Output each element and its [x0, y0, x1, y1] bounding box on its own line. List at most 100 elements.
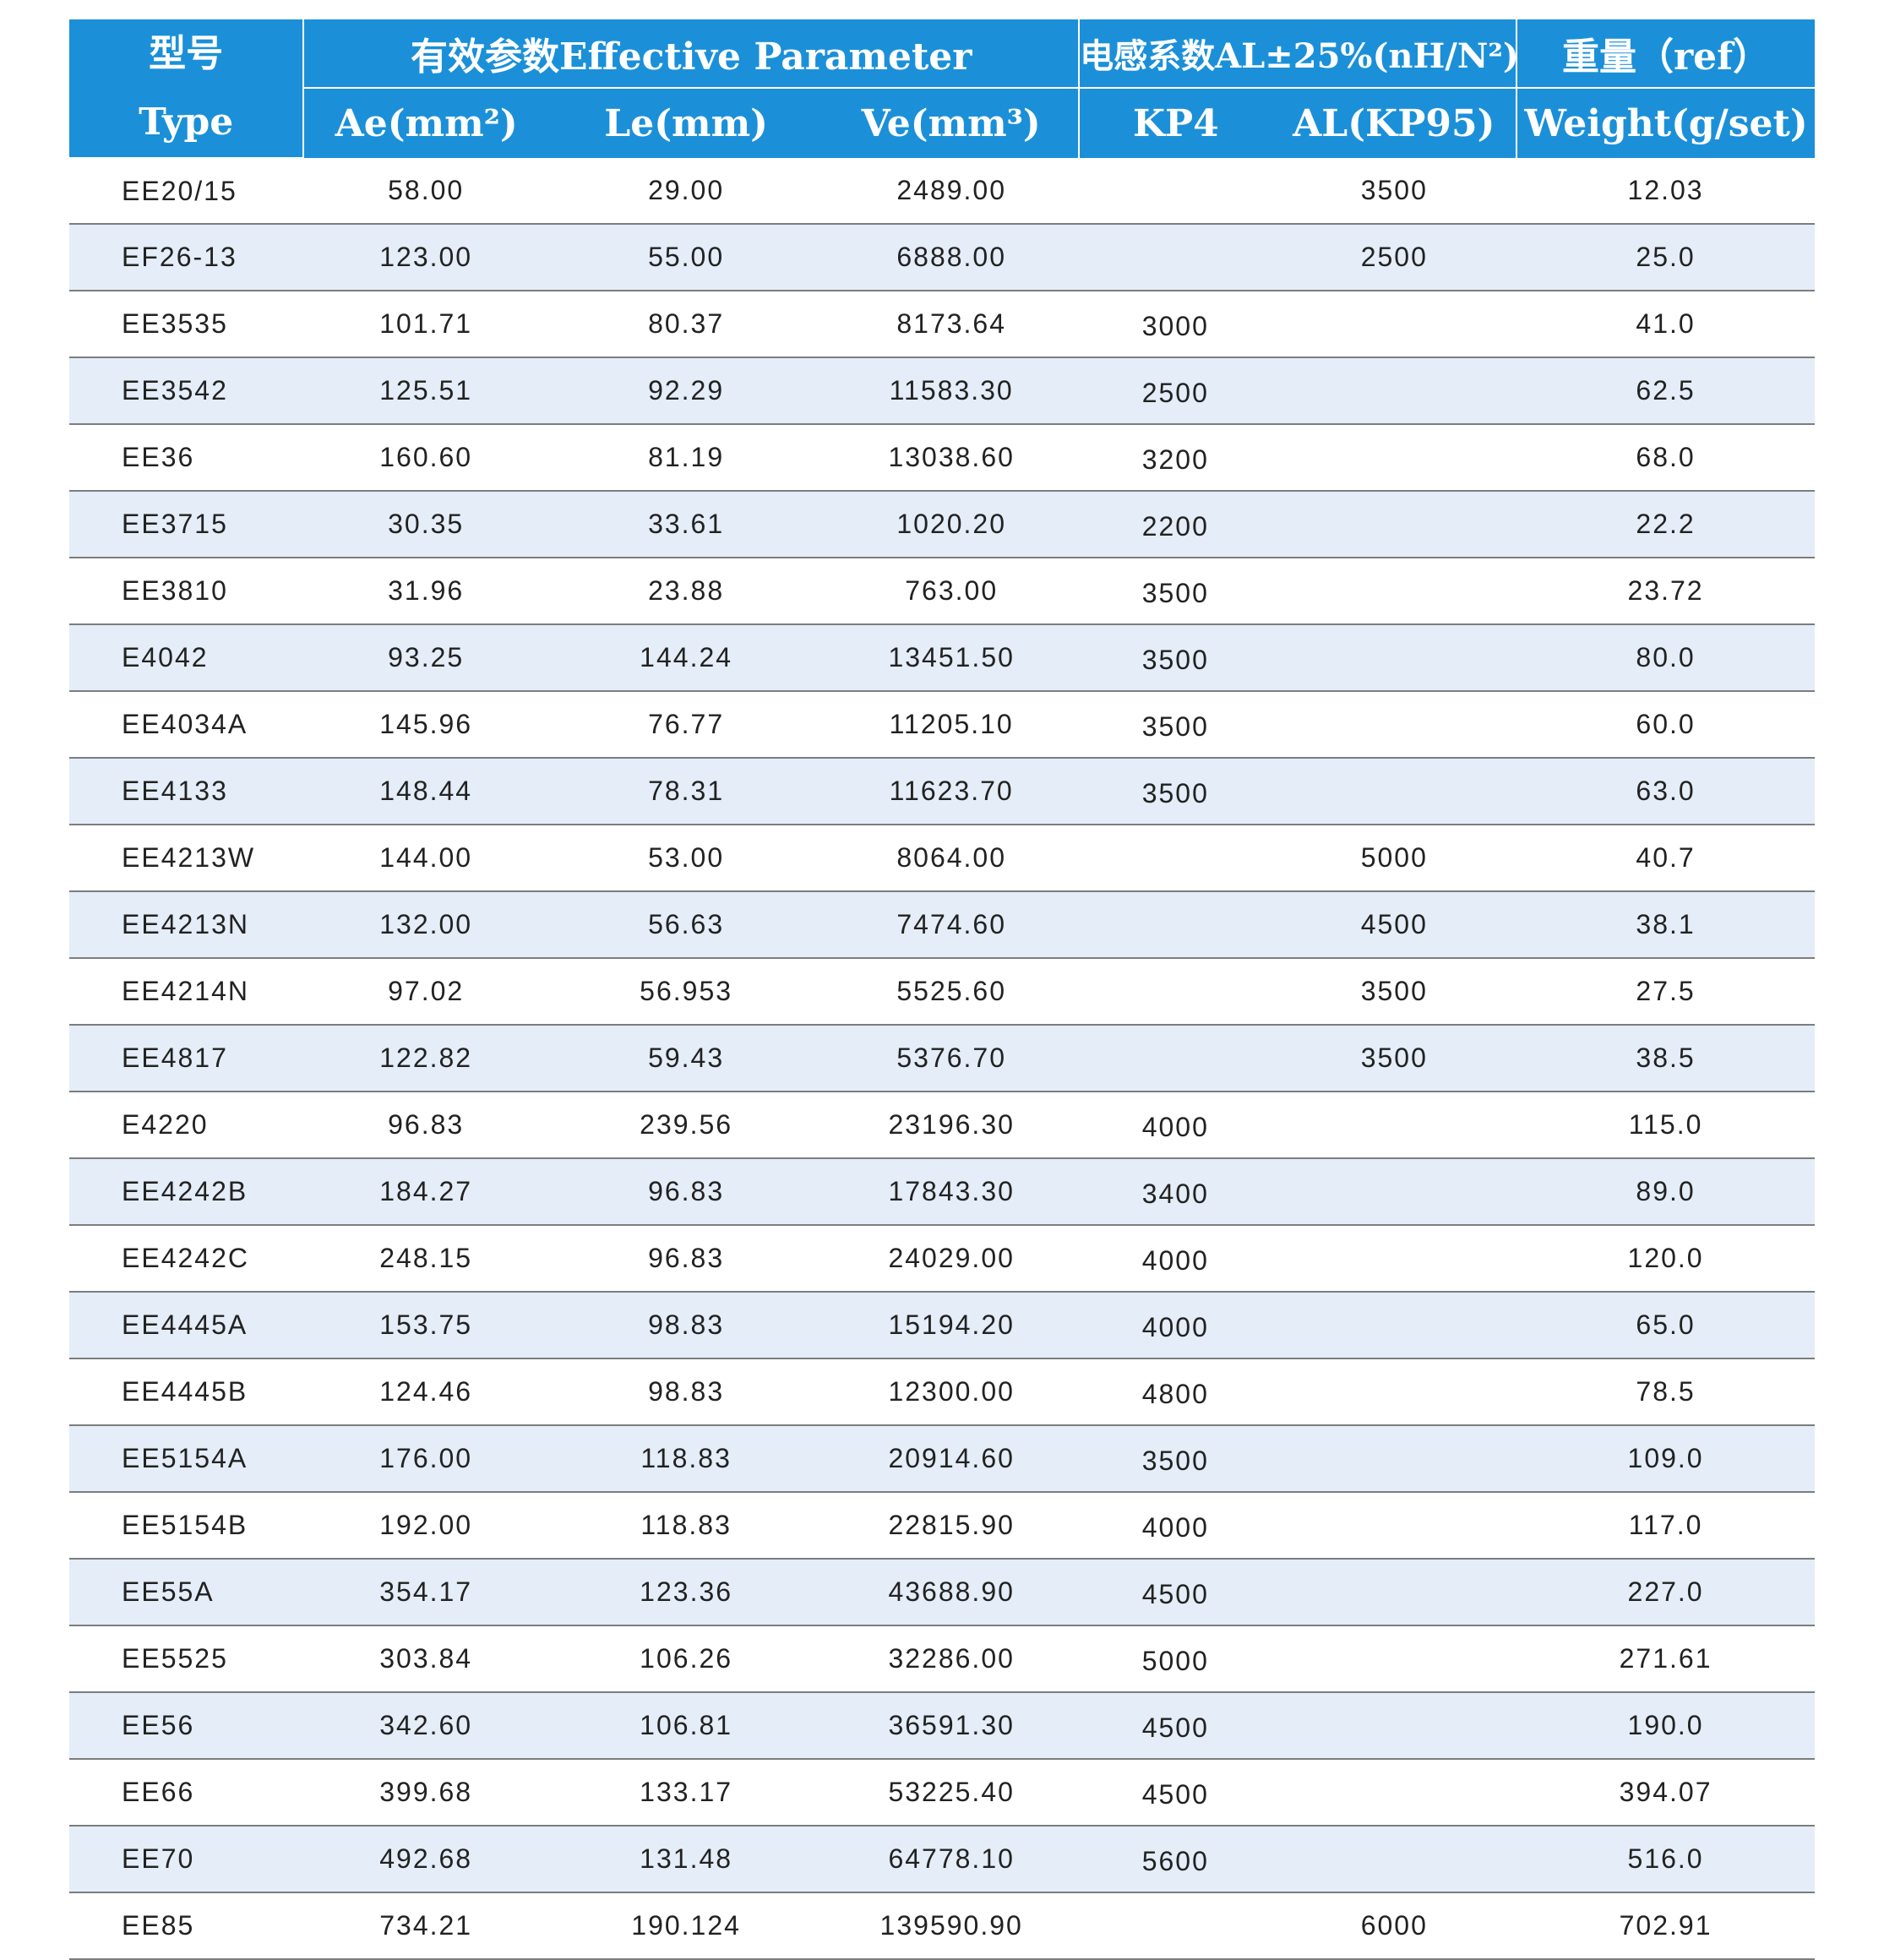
- ve-cell: 5376.70: [824, 1025, 1080, 1092]
- kp4-cell: 3000: [1079, 291, 1272, 358]
- kp4-cell: 5000: [1079, 1625, 1272, 1693]
- type-cell: EE4445B: [69, 1358, 304, 1426]
- ae-cell: 97.02: [303, 958, 548, 1026]
- le-cell: 131.48: [547, 1826, 825, 1893]
- weight-cell: 41.0: [1516, 291, 1815, 358]
- table-row: EE20/15 58.00 29.00 2489.00 3500 12.03: [69, 158, 1815, 225]
- al-kp95-cell: [1271, 1826, 1517, 1893]
- type-cell: EE4242C: [69, 1225, 304, 1293]
- weight-cell: 22.2: [1516, 491, 1815, 558]
- ae-cell: 160.60: [303, 424, 548, 492]
- le-cell: 80.37: [547, 291, 825, 358]
- ae-cell: 734.21: [303, 1892, 548, 1960]
- table-row: EE55A 354.17 123.36 43688.90 4500 227.0: [69, 1559, 1815, 1626]
- al-kp95-cell: 2500: [1271, 224, 1517, 291]
- le-cell: 106.26: [547, 1625, 825, 1693]
- al-kp95-cell: [1271, 1692, 1517, 1760]
- le-cell: 92.29: [547, 357, 825, 425]
- ve-cell: 22815.90: [824, 1492, 1080, 1560]
- ve-cell: 24029.00: [824, 1225, 1080, 1293]
- table-body: EE20/15 58.00 29.00 2489.00 3500 12.03 EF26-13…: [69, 158, 1815, 1960]
- ve-cell: 8064.00: [824, 825, 1080, 892]
- ve-cell: 53225.40: [824, 1759, 1080, 1827]
- table-row: EE5525 303.84 106.26 32286.00 5000 271.61: [69, 1625, 1815, 1693]
- al-kp95-cell: [1271, 1559, 1517, 1626]
- ve-cell: 5525.60: [824, 958, 1080, 1026]
- ve-cell: 12300.00: [824, 1358, 1080, 1426]
- le-cell: 98.83: [547, 1292, 825, 1359]
- table-row: EE36 160.60 81.19 13038.60 3200 68.0: [69, 424, 1815, 492]
- kp4-header: KP4: [1079, 88, 1272, 158]
- ae-cell: 184.27: [303, 1158, 548, 1226]
- type-cell: EE4213N: [69, 891, 304, 959]
- al-kp95-cell: [1271, 1225, 1517, 1293]
- type-cell: EE3542: [69, 357, 304, 425]
- ve-cell: 43688.90: [824, 1559, 1080, 1626]
- ae-cell: 30.35: [303, 491, 548, 558]
- ae-cell: 93.25: [303, 624, 548, 692]
- ve-cell: 763.00: [824, 558, 1080, 625]
- ae-cell: 303.84: [303, 1625, 548, 1693]
- ae-cell: 176.00: [303, 1425, 548, 1493]
- table-header: 型号 Type 有效参数Effective Parameter 电感系数AL±2…: [69, 19, 1815, 159]
- al-kp95-cell: [1271, 558, 1517, 625]
- kp4-cell: 4800: [1079, 1358, 1272, 1426]
- le-cell: 23.88: [547, 558, 825, 625]
- type-cell: E4220: [69, 1092, 304, 1159]
- kp4-cell: [1079, 825, 1272, 892]
- ve-cell: 32286.00: [824, 1625, 1080, 1693]
- al-kp95-cell: [1271, 758, 1517, 825]
- ve-cell: 13451.50: [824, 624, 1080, 692]
- table-row: EE3535 101.71 80.37 8173.64 3000 41.0: [69, 291, 1815, 358]
- ae-cell: 31.96: [303, 558, 548, 625]
- ve-cell: 17843.30: [824, 1158, 1080, 1226]
- kp4-cell: 3500: [1079, 624, 1272, 692]
- kp4-cell: 3500: [1079, 1425, 1272, 1493]
- ae-cell: 248.15: [303, 1225, 548, 1293]
- table-row: EE4242C 248.15 96.83 24029.00 4000 120.0: [69, 1225, 1815, 1293]
- type-cell: EE5154A: [69, 1425, 304, 1493]
- weight-cell: 271.61: [1516, 1625, 1815, 1693]
- kp4-cell: 2500: [1079, 357, 1272, 425]
- le-cell: 118.83: [547, 1492, 825, 1560]
- ve-cell: 36591.30: [824, 1692, 1080, 1760]
- al-kp95-cell: [1271, 291, 1517, 358]
- le-cell: 53.00: [547, 825, 825, 892]
- weight-cell: 63.0: [1516, 758, 1815, 825]
- type-cell: EE20/15: [69, 158, 304, 225]
- table-row: EE4213W 144.00 53.00 8064.00 5000 40.7: [69, 825, 1815, 892]
- le-header: Le(mm): [547, 88, 825, 158]
- type-cell: EE4445A: [69, 1292, 304, 1359]
- table-row: EE3810 31.96 23.88 763.00 3500 23.72: [69, 558, 1815, 625]
- table-row: EF26-13 123.00 55.00 6888.00 2500 25.0: [69, 224, 1815, 291]
- ve-cell: 6888.00: [824, 224, 1080, 291]
- type-cell: EE4242B: [69, 1158, 304, 1226]
- kp4-cell: 4000: [1079, 1292, 1272, 1359]
- weight-cell: 40.7: [1516, 825, 1815, 892]
- al-kp95-cell: [1271, 1759, 1517, 1827]
- type-cell: EE4133: [69, 758, 304, 825]
- ve-cell: 11205.10: [824, 691, 1080, 759]
- ve-cell: 13038.60: [824, 424, 1080, 492]
- ae-header: Ae(mm²): [303, 88, 548, 158]
- type-cell: EE3810: [69, 558, 304, 625]
- kp4-cell: [1079, 224, 1272, 291]
- le-cell: 144.24: [547, 624, 825, 692]
- ve-cell: 64778.10: [824, 1826, 1080, 1893]
- table-row: EE3715 30.35 33.61 1020.20 2200 22.2: [69, 491, 1815, 558]
- kp4-cell: 3200: [1079, 424, 1272, 492]
- table-row: EE4214N 97.02 56.953 5525.60 3500 27.5: [69, 958, 1815, 1026]
- type-header-cn: 型号: [149, 31, 224, 75]
- kp4-cell: 4500: [1079, 1692, 1272, 1760]
- table-row: EE3542 125.51 92.29 11583.30 2500 62.5: [69, 357, 1815, 425]
- kp4-cell: 3400: [1079, 1158, 1272, 1226]
- le-cell: 98.83: [547, 1358, 825, 1426]
- ve-cell: 23196.30: [824, 1092, 1080, 1159]
- weight-cell: 38.5: [1516, 1025, 1815, 1092]
- weight-cell: 120.0: [1516, 1225, 1815, 1293]
- type-header-en: Type: [139, 100, 234, 144]
- table-row: EE4445B 124.46 98.83 12300.00 4800 78.5: [69, 1358, 1815, 1426]
- kp4-cell: 5600: [1079, 1826, 1272, 1893]
- weight-cell: 117.0: [1516, 1492, 1815, 1560]
- le-cell: 78.31: [547, 758, 825, 825]
